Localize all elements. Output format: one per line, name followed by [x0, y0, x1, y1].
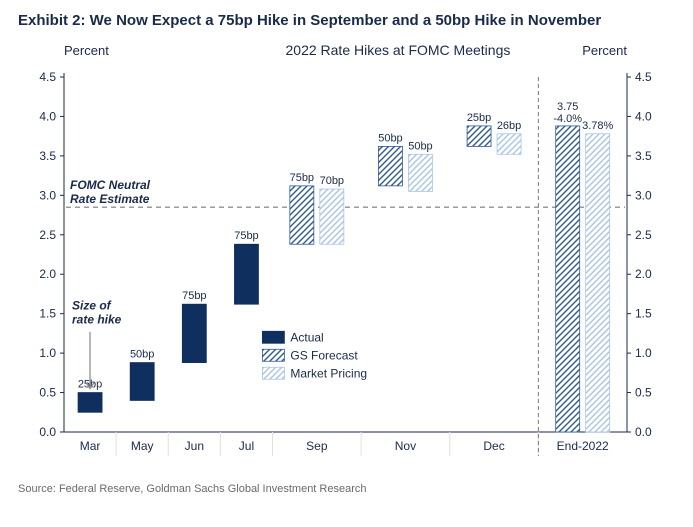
bar-label: 75bp	[182, 290, 206, 302]
bar-forecast	[290, 186, 314, 244]
bar-forecast	[467, 126, 491, 147]
bar-label: 3.78%	[582, 120, 613, 132]
y-tick-left: 0.5	[39, 386, 56, 400]
legend-pricing-swatch	[262, 367, 284, 379]
x-category-label: May	[131, 439, 154, 453]
bar-label: 75bp	[290, 172, 314, 184]
bar-label: -4.0%	[553, 113, 582, 125]
bar-label: 70bp	[320, 175, 344, 187]
bar-label: 50bp	[408, 140, 432, 152]
y-tick-right: 3.0	[635, 188, 652, 202]
bar-actual	[234, 244, 258, 304]
size-of-hike-label: rate hike	[72, 313, 122, 327]
y-tick-right: 2.0	[635, 267, 652, 281]
y-tick-right: 1.0	[635, 346, 652, 360]
x-category-label: End-2022	[557, 439, 609, 453]
bar-pricing	[497, 134, 521, 155]
bar-forecast	[378, 146, 402, 185]
neutral-rate-label: FOMC Neutral	[70, 178, 151, 192]
bar-actual	[182, 304, 206, 362]
legend-pricing-label: Market Pricing	[290, 366, 367, 380]
x-category-label: Sep	[306, 439, 328, 453]
chart-title: 2022 Rate Hikes at FOMC Meetings	[286, 42, 511, 58]
bar-pricing	[408, 154, 432, 191]
bar-label: 3.75	[557, 101, 578, 113]
bar-label: 26bp	[497, 120, 521, 132]
x-category-label: Mar	[80, 439, 101, 453]
x-category-label: Jul	[239, 439, 254, 453]
legend-actual-label: Actual	[290, 330, 323, 344]
y-tick-right: 4.5	[635, 70, 652, 84]
bar-actual	[78, 393, 102, 413]
bar-pricing	[320, 189, 344, 244]
bar-label: 50bp	[378, 132, 402, 144]
y-tick-left: 1.0	[39, 346, 56, 360]
x-category-label: Nov	[395, 439, 416, 453]
y-tick-left: 2.0	[39, 267, 56, 281]
neutral-rate-label: Rate Estimate	[70, 192, 150, 206]
size-of-hike-label: Size of	[72, 299, 112, 313]
bar-forecast	[556, 126, 580, 432]
y-axis-label-right: Percent	[582, 43, 627, 58]
bar-actual	[130, 363, 154, 401]
bar-label: 75bp	[234, 230, 258, 242]
y-tick-right: 1.5	[635, 307, 652, 321]
y-tick-left: 1.5	[39, 307, 56, 321]
rate-hike-chart: Percent Percent 2022 Rate Hikes at FOMC Me…	[18, 37, 673, 477]
y-tick-left: 2.5	[39, 228, 56, 242]
y-tick-left: 3.0	[39, 188, 56, 202]
x-category-label: Jun	[185, 439, 204, 453]
bar-pricing	[586, 134, 610, 432]
bar-label: 25bp	[467, 112, 491, 124]
y-tick-left: 4.0	[39, 109, 56, 123]
y-tick-right: 3.5	[635, 149, 652, 163]
legend-actual-swatch	[262, 331, 284, 343]
y-tick-right: 4.0	[635, 109, 652, 123]
y-tick-right: 0.5	[635, 386, 652, 400]
y-axis-label-left: Percent	[64, 43, 109, 58]
legend-forecast-swatch	[262, 349, 284, 361]
y-tick-left: 4.5	[39, 70, 56, 84]
exhibit-title: Exhibit 2: We Now Expect a 75bp Hike in …	[18, 12, 675, 29]
y-tick-right: 2.5	[635, 228, 652, 242]
x-category-label: Dec	[483, 439, 504, 453]
legend-forecast-label: GS Forecast	[290, 348, 358, 362]
y-tick-left: 0.0	[39, 425, 56, 439]
source-line: Source: Federal Reserve, Goldman Sachs G…	[18, 483, 675, 495]
bar-label: 50bp	[130, 349, 154, 361]
y-tick-right: 0.0	[635, 425, 652, 439]
y-tick-left: 3.5	[39, 149, 56, 163]
